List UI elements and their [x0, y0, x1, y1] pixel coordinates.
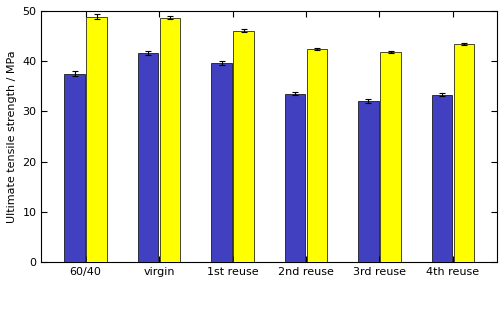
Bar [86, 17, 107, 262]
Bar [307, 49, 327, 262]
Bar [65, 74, 85, 262]
Bar [380, 52, 401, 262]
Bar [454, 44, 474, 262]
Bar [431, 95, 452, 262]
Y-axis label: Ultimate tensile strength / MPa: Ultimate tensile strength / MPa [7, 50, 17, 223]
Bar [160, 18, 180, 262]
Bar [138, 53, 158, 262]
Bar [285, 94, 305, 262]
Bar [233, 31, 254, 262]
Bar [358, 101, 379, 262]
Bar [211, 63, 232, 262]
